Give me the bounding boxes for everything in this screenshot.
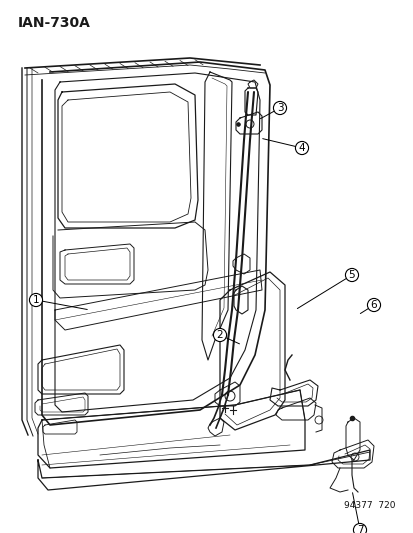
Text: 2: 2 [216, 330, 223, 340]
Text: 7: 7 [356, 525, 363, 533]
Text: 1: 1 [33, 295, 39, 305]
Text: 4: 4 [298, 143, 304, 153]
Text: 5: 5 [348, 270, 354, 280]
Text: 3: 3 [276, 103, 282, 113]
Text: 94377  720: 94377 720 [344, 501, 395, 510]
Text: IAN-730A: IAN-730A [18, 16, 91, 30]
Text: 6: 6 [370, 300, 376, 310]
